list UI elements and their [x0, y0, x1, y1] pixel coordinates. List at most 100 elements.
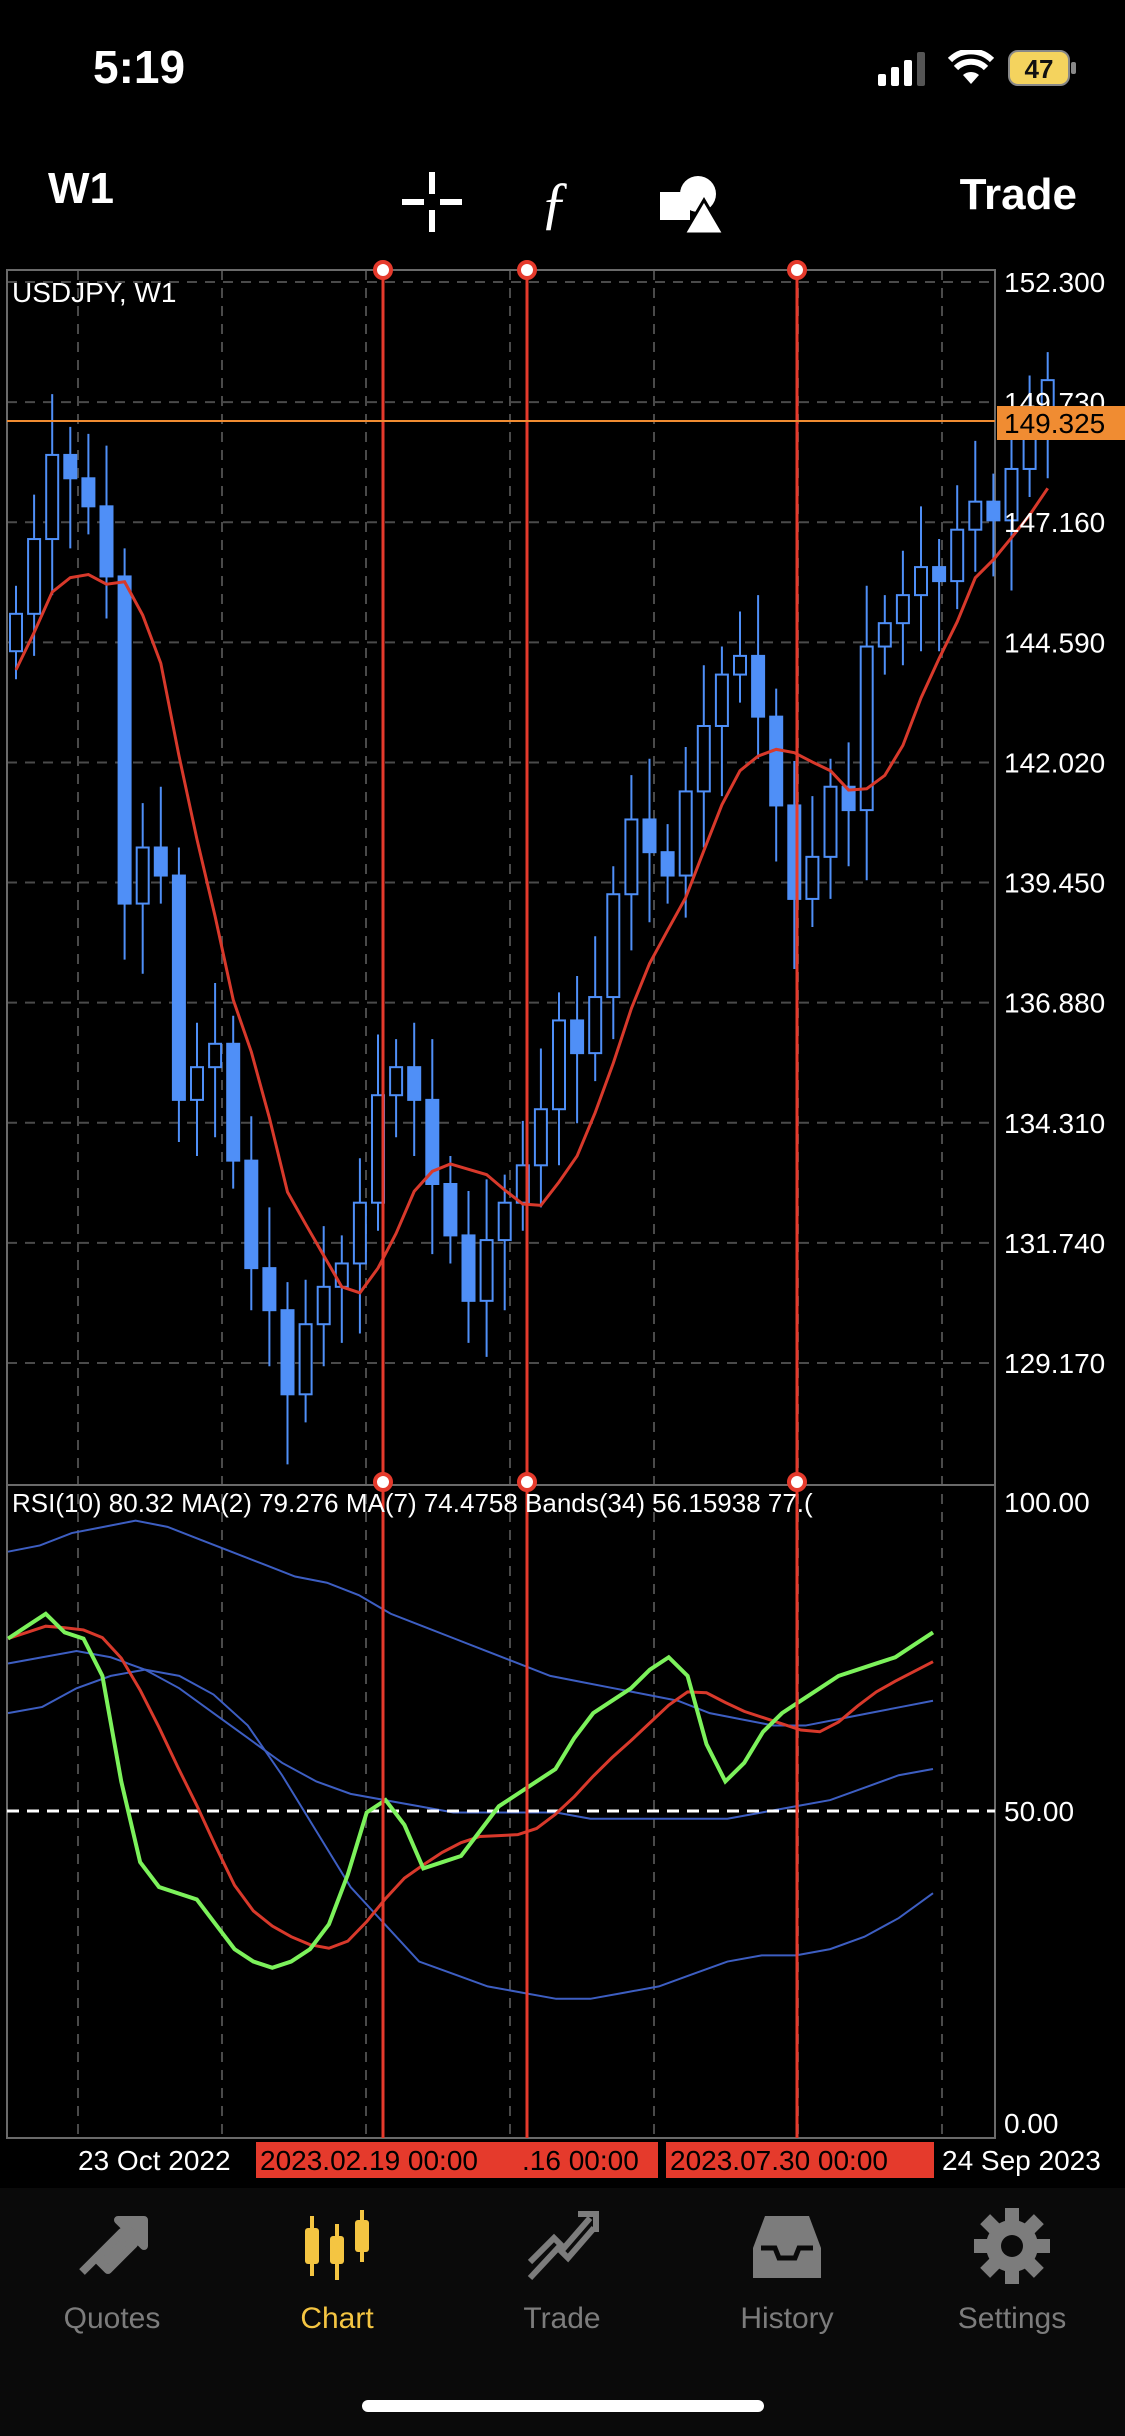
bullish-candle [859, 645, 874, 812]
status-bar: 5:19 47 [0, 0, 1125, 140]
chart-toolbar: W1 ƒ Trade [0, 140, 1125, 270]
chart-icon [305, 2210, 369, 2280]
price-tick-label: 147.160 [1004, 507, 1105, 538]
bullish-candle [914, 566, 928, 597]
bollinger-band-line [7, 1519, 934, 1727]
bullish-candle [334, 1262, 349, 1288]
bearish-candle [642, 818, 657, 854]
bearish-candle [226, 1042, 241, 1162]
vertical-line-handle [517, 1472, 537, 1492]
bullish-candle [606, 893, 621, 999]
bearish-candle [171, 874, 186, 1101]
bullish-candle [208, 1042, 223, 1069]
tab-trade[interactable]: Trade [462, 2208, 662, 2348]
current-price-value: 149.325 [1004, 408, 1105, 439]
trade-button[interactable]: Trade [959, 170, 1077, 219]
bearish-candle [63, 453, 78, 480]
bearish-candle [153, 846, 168, 877]
bearish-candle [841, 785, 856, 812]
price-panel-frame [6, 269, 996, 1486]
bullish-candle [352, 1201, 367, 1265]
moving-average-line [14, 487, 1049, 1295]
vertical-line-handle [373, 260, 393, 280]
vertical-line-handle [373, 1472, 393, 1492]
bullish-candle [27, 538, 42, 615]
bullish-candle [678, 790, 693, 877]
vline-date-1: 2023.02.19 00:00 [260, 2145, 478, 2176]
tab-chart[interactable]: Chart [237, 2208, 437, 2348]
trade-icon [527, 2211, 599, 2281]
bullish-candle [298, 1323, 313, 1396]
rsi-tick-label: 0.00 [1004, 2108, 1059, 2139]
gear-icon [974, 2208, 1050, 2284]
svg-text:ƒ: ƒ [540, 170, 569, 234]
bullish-candle [533, 1108, 548, 1167]
tab-history[interactable]: History [687, 2208, 887, 2348]
battery-icon: 47 [1008, 50, 1076, 86]
bearish-candle [99, 505, 114, 578]
vertical-line-handle [517, 260, 537, 280]
price-tick-label: 136.880 [1004, 988, 1105, 1019]
date-label-left: 23 Oct 2022 [78, 2145, 231, 2176]
current-price-badge [997, 406, 1125, 440]
rsi-line [6, 1611, 935, 1970]
vline-date-badge-3 [666, 2142, 934, 2178]
bearish-candle [443, 1183, 458, 1237]
bearish-candle [461, 1234, 476, 1302]
bearish-candle [986, 500, 1001, 522]
date-label-right: 24 Sep 2023 [942, 2145, 1101, 2176]
bearish-candle [407, 1066, 422, 1101]
bullish-candle [135, 846, 150, 905]
bullish-candle [316, 1285, 331, 1326]
bearish-candle [769, 715, 784, 807]
bearish-candle [81, 477, 96, 508]
price-tick-label: 144.590 [1004, 627, 1105, 658]
bullish-candle [389, 1066, 404, 1097]
chart-canvas[interactable]: 152.300149.730147.160144.590142.020139.4… [0, 0, 1125, 2188]
bullish-candle [9, 612, 23, 653]
bollinger-band-line [7, 1650, 934, 1820]
bullish-candle [696, 724, 711, 793]
rsi-tick-label: 100.00 [1004, 1487, 1090, 1518]
vline-date-3: 2023.07.30 00:00 [670, 2145, 888, 2176]
bullish-candle [895, 594, 910, 625]
signal-icon [878, 52, 925, 86]
bullish-candle [45, 453, 60, 541]
bearish-candle [425, 1098, 440, 1186]
wifi-icon [948, 50, 994, 84]
bearish-candle [280, 1309, 295, 1396]
bullish-candle [497, 1201, 512, 1242]
bullish-candle [877, 622, 892, 648]
indicator-label: RSI(10) 80.32 MA(2) 79.276 MA(7) 74.4758… [12, 1488, 813, 1518]
indicators-icon[interactable]: ƒ [532, 170, 582, 234]
bearish-candle [660, 851, 675, 877]
vertical-line-handle [787, 1472, 807, 1492]
price-tick-label: 129.170 [1004, 1348, 1105, 1379]
tab-quotes[interactable]: Quotes [12, 2208, 212, 2348]
bearish-candle [932, 566, 947, 583]
vertical-line-handle [787, 260, 807, 280]
price-tick-label: 134.310 [1004, 1108, 1105, 1139]
crosshair-icon[interactable] [400, 170, 464, 234]
rsi-ma-line [7, 1624, 934, 1950]
timeframe-button[interactable]: W1 [48, 164, 114, 213]
objects-icon[interactable] [658, 170, 726, 234]
bullish-candle [1004, 467, 1019, 522]
bullish-candle [950, 528, 965, 583]
tab-settings[interactable]: Settings [912, 2208, 1112, 2348]
bearish-candle [751, 654, 766, 718]
bullish-candle [552, 1019, 566, 1111]
bollinger-band-line [7, 1668, 934, 2000]
price-tick-label: 152.300 [1004, 267, 1105, 298]
bearish-candle [570, 1019, 585, 1055]
price-tick-label: 131.740 [1004, 1228, 1105, 1259]
bullish-candle [1022, 435, 1037, 470]
vline-date-2: .16 00:00 [522, 2145, 639, 2176]
bearish-candle [244, 1159, 259, 1270]
home-indicator [362, 2400, 764, 2412]
bearish-candle [117, 575, 132, 905]
bullish-candle [823, 785, 838, 858]
bullish-candle [190, 1066, 204, 1101]
quotes-icon [79, 2216, 148, 2275]
price-tick-label: 139.450 [1004, 868, 1105, 899]
